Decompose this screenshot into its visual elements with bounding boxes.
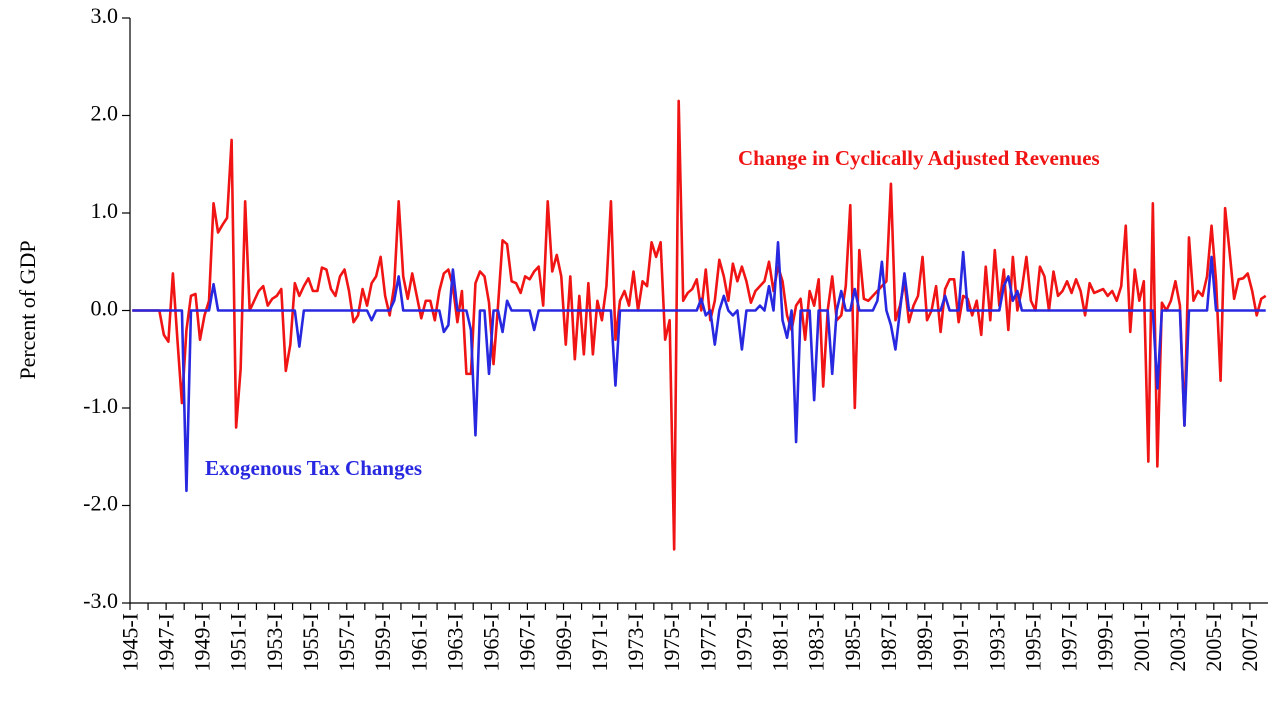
x-tick-label: 1973-I xyxy=(623,613,648,672)
x-tick-label: 1947-I xyxy=(153,613,178,672)
x-tick-label: 1967-I xyxy=(515,613,540,672)
x-tick-label: 1953-I xyxy=(262,613,287,672)
y-tick-label: -1.0 xyxy=(83,393,118,418)
y-tick-label: -2.0 xyxy=(83,491,118,516)
x-tick-label: 1995-I xyxy=(1020,613,1045,672)
x-tick-label: 1971-I xyxy=(587,613,612,672)
x-tick-label: 1965-I xyxy=(479,613,504,672)
series-line xyxy=(132,240,1266,493)
x-tick-label: 1969-I xyxy=(551,613,576,672)
x-tick-label: 1979-I xyxy=(731,613,756,672)
x-tick-label: 1961-I xyxy=(406,613,431,672)
series-label: Exogenous Tax Changes xyxy=(205,456,422,480)
x-tick-label: 1981-I xyxy=(768,613,793,672)
x-tick-label: 1985-I xyxy=(840,613,865,672)
x-tick-label: 2005-I xyxy=(1201,613,1226,672)
x-tick-label: 2003-I xyxy=(1165,613,1190,672)
x-tick-label: 2001-I xyxy=(1129,613,1154,672)
y-tick-label: 0.0 xyxy=(91,296,119,321)
x-tick-label: 1987-I xyxy=(876,613,901,672)
series-line xyxy=(132,99,1267,551)
y-axis-label: Percent of GDP xyxy=(15,240,40,379)
x-tick-label: 1991-I xyxy=(948,613,973,672)
y-tick-label: -3.0 xyxy=(83,588,118,613)
x-tick-label: 1951-I xyxy=(226,613,251,672)
x-tick-label: 2007-I xyxy=(1237,613,1262,672)
x-tick-label: 1963-I xyxy=(442,613,467,672)
x-tick-label: 1993-I xyxy=(984,613,1009,672)
x-tick-label: 1999-I xyxy=(1093,613,1118,672)
x-tick-label: 1997-I xyxy=(1057,613,1082,672)
x-tick-label: 1977-I xyxy=(695,613,720,672)
y-tick-label: 2.0 xyxy=(91,101,119,126)
x-tick-label: 1975-I xyxy=(659,613,684,672)
x-tick-label: 1945-I xyxy=(117,613,142,672)
x-tick-label: 1957-I xyxy=(334,613,359,672)
x-tick-label: 1949-I xyxy=(190,613,215,672)
y-tick-label: 1.0 xyxy=(91,198,119,223)
y-tick-label: 3.0 xyxy=(91,3,119,28)
x-tick-label: 1989-I xyxy=(912,613,937,672)
x-tick-label: 1959-I xyxy=(370,613,395,672)
x-tick-label: 1983-I xyxy=(804,613,829,672)
series-label: Change in Cyclically Adjusted Revenues xyxy=(738,146,1100,170)
x-tick-label: 1955-I xyxy=(298,613,323,672)
